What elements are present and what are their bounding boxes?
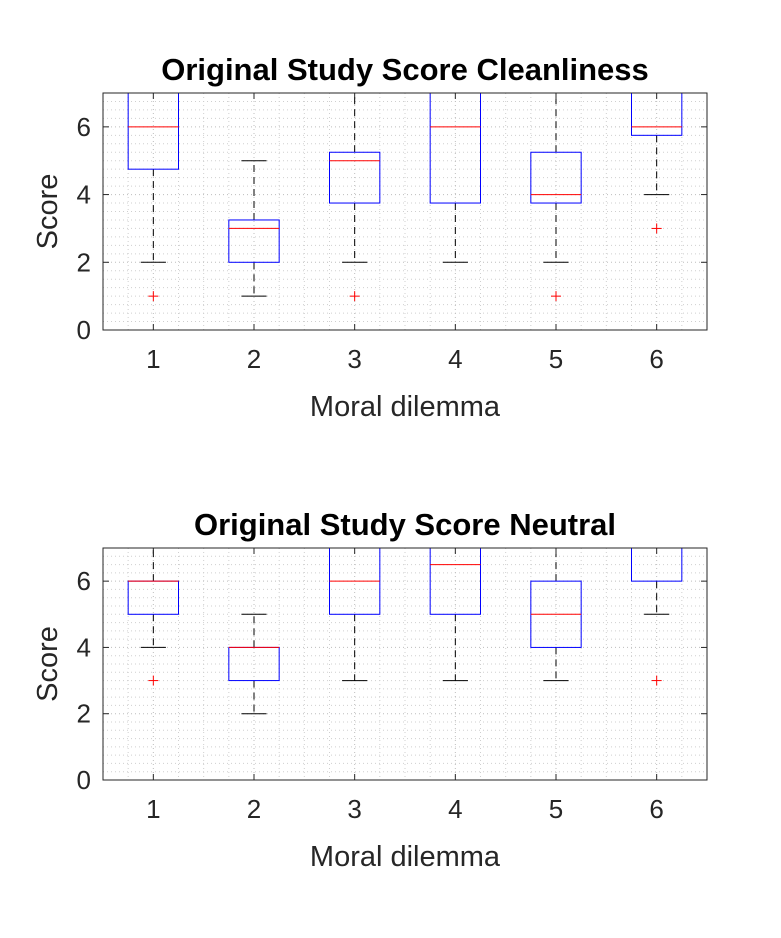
- outlier-marker: [651, 223, 662, 234]
- x-tick-label: 5: [549, 344, 563, 374]
- y-tick-label: 0: [77, 765, 91, 795]
- box-5: [530, 92, 582, 302]
- chart-panel-1: 0 2 4 6 1 2 3 4 5 6 Original Study Score Cleanline…: [32, 52, 708, 423]
- outlier-marker: [349, 291, 360, 302]
- outlier-marker: [551, 291, 561, 302]
- axes-frame: [102, 92, 708, 331]
- chart-panel-2: 0 2 4 6 1 2 3 4 5 6 Original Study Score Neutral Mo…: [32, 507, 708, 873]
- box-2: [228, 613, 280, 715]
- y-axis-label: Score: [32, 174, 64, 250]
- y-axis-label: Score: [32, 626, 64, 702]
- x-tick-label: 3: [347, 794, 361, 824]
- y-tick-label: 0: [77, 315, 91, 345]
- x-tick-label: 3: [347, 344, 361, 374]
- box-2: [228, 160, 280, 297]
- plot-area: [103, 93, 707, 330]
- y-tick-label: 6: [77, 566, 91, 596]
- chart-title: Original Study Score Neutral: [194, 507, 616, 542]
- y-tick-label: 4: [77, 632, 91, 662]
- x-tick-label: 6: [649, 344, 663, 374]
- y-tick-label: 6: [77, 112, 91, 142]
- x-tick-label: 2: [247, 344, 261, 374]
- outlier-marker: [148, 675, 159, 686]
- box-iqr: [530, 151, 582, 204]
- y-tick-label: 2: [77, 699, 91, 729]
- x-tick-label: 4: [448, 344, 462, 374]
- x-tick-label: 6: [649, 794, 663, 824]
- x-tick-label: 4: [448, 794, 462, 824]
- x-tick-label: 1: [146, 794, 160, 824]
- outlier-marker: [651, 675, 662, 686]
- outlier-marker: [148, 291, 159, 302]
- grid: [102, 92, 708, 331]
- x-axis-label: Moral dilemma: [310, 391, 501, 423]
- x-tick-label: 2: [247, 794, 261, 824]
- x-tick-label: 5: [549, 794, 563, 824]
- axes-frame: [102, 547, 708, 781]
- y-tick-label: 4: [77, 180, 91, 210]
- x-tick-label: 1: [146, 344, 160, 374]
- x-axis-label: Moral dilemma: [310, 841, 501, 873]
- y-tick-label: 2: [77, 247, 91, 277]
- chart-title: Original Study Score Cleanliness: [161, 52, 649, 87]
- box-iqr: [228, 219, 280, 263]
- box-iqr: [329, 151, 381, 204]
